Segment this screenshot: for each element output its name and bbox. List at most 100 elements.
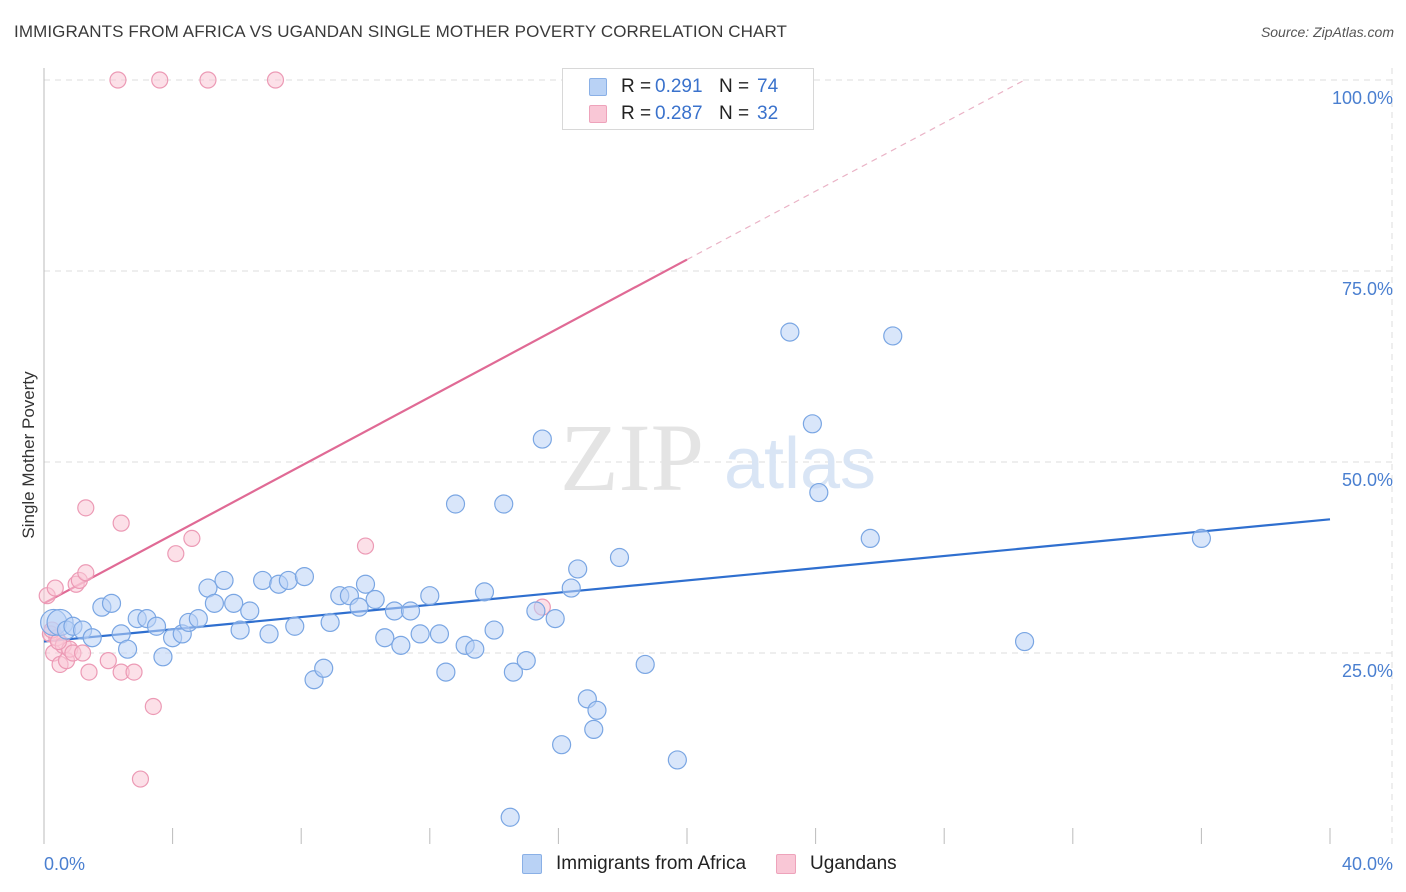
data-point-africa [420, 586, 440, 606]
data-point-ugandans [109, 71, 127, 89]
data-point-africa [500, 807, 520, 827]
r-label: R = [621, 76, 652, 97]
data-point-africa [117, 639, 138, 659]
data-point-africa [349, 597, 369, 617]
r-label: R = [621, 103, 652, 124]
legend-item-ugandans[interactable]: Ugandans [776, 853, 897, 875]
tick-labels: 25.0% 50.0% 75.0% 100.0% 0.0% 40.0% [44, 88, 1393, 874]
ugandans-swatch [589, 105, 607, 123]
y-tick-label: 25.0% [1342, 661, 1393, 681]
data-point-africa [410, 624, 430, 644]
legend-item-africa[interactable]: Immigrants from Africa [522, 853, 746, 875]
data-point-africa [204, 593, 224, 613]
data-point-africa [365, 589, 385, 610]
data-point-ugandans [131, 770, 150, 788]
data-point-ugandans [125, 663, 143, 681]
data-point-africa [552, 735, 572, 755]
data-point-ugandans [183, 529, 201, 548]
trend-line-africa [43, 518, 1331, 643]
data-point-africa [384, 601, 405, 621]
data-point-africa [400, 601, 421, 621]
data-point-africa [503, 662, 523, 682]
r-value: 0.291 [655, 76, 703, 97]
data-point-ugandans [167, 545, 185, 563]
data-point-africa [532, 429, 552, 449]
data-point-africa [584, 719, 604, 740]
data-point-africa [635, 654, 655, 675]
watermark-atlas: atlas [724, 424, 876, 504]
watermark: ZIP atlas [560, 404, 876, 511]
x-tick-label: 0.0% [44, 854, 85, 874]
series-immigrants-from-africa [40, 322, 1212, 827]
series-ugandans [38, 71, 551, 788]
ugandans-swatch [776, 854, 797, 874]
n-value: 74 [757, 76, 779, 97]
n-value: 32 [757, 103, 779, 124]
data-point-africa [802, 414, 822, 434]
legend-label: Immigrants from Africa [556, 853, 747, 874]
watermark-zip: ZIP [560, 404, 704, 511]
data-point-ugandans [80, 663, 98, 681]
data-point-ugandans [151, 71, 169, 89]
trend-line-ugandans [43, 258, 688, 605]
trend-line-ugandans-extension [686, 79, 1025, 261]
r-value: 0.287 [655, 103, 703, 124]
data-point-africa [278, 570, 298, 591]
data-point-africa [153, 647, 173, 667]
data-point-africa [809, 482, 829, 503]
data-point-africa [391, 635, 411, 655]
data-point-africa [860, 528, 880, 549]
data-point-africa [230, 620, 250, 640]
data-point-africa [526, 601, 546, 621]
data-point-africa [240, 601, 260, 621]
source-credit: Source: ZipAtlas.com [1260, 24, 1394, 40]
trend-lines [43, 79, 1331, 643]
data-point-africa [355, 574, 376, 594]
data-point-africa [214, 570, 234, 591]
data-point-africa [259, 624, 279, 644]
data-point-africa [285, 616, 305, 636]
series-legend: Immigrants from Africa Ugandans [522, 852, 927, 876]
data-point-africa [545, 609, 565, 629]
data-point-africa [609, 547, 630, 568]
data-point-africa [561, 578, 581, 598]
axes [43, 68, 1331, 844]
data-point-africa [375, 628, 395, 648]
data-point-africa [568, 559, 588, 579]
y-tick-label: 75.0% [1342, 279, 1393, 299]
data-point-africa [494, 494, 514, 514]
y-tick-label: 50.0% [1342, 470, 1393, 490]
data-point-ugandans [46, 579, 64, 597]
legend-label: Ugandans [810, 853, 897, 874]
n-label: N = [719, 76, 750, 97]
data-point-ugandans [144, 697, 162, 716]
data-point-africa [314, 658, 334, 678]
data-point-africa [101, 593, 122, 613]
data-point-africa [429, 624, 450, 644]
correlation-legend: R = 0.291 N = 74 R = 0.287 N = 32 [562, 68, 814, 130]
chart-title: IMMIGRANTS FROM AFRICA VS UGANDAN SINGLE… [14, 22, 788, 41]
africa-swatch [589, 78, 607, 96]
y-tick-label: 100.0% [1332, 88, 1393, 108]
data-point-africa [188, 609, 208, 629]
data-point-africa [883, 326, 903, 346]
data-point-africa [82, 628, 102, 648]
legend-row-ugandans: R = 0.287 N = 32 [589, 103, 778, 125]
africa-swatch [522, 854, 542, 874]
data-point-ugandans [356, 537, 375, 555]
data-point-africa [224, 593, 244, 613]
data-point-africa [294, 566, 315, 587]
data-point-africa [253, 570, 273, 591]
data-point-ugandans [266, 71, 285, 89]
data-point-africa [320, 612, 340, 633]
data-point-ugandans [77, 499, 95, 517]
data-point-africa [484, 620, 504, 640]
data-point-africa [445, 494, 466, 514]
data-point-ugandans [99, 652, 117, 670]
data-point-africa [474, 582, 495, 602]
data-point-africa [587, 700, 607, 720]
data-point-ugandans [199, 71, 217, 89]
data-point-africa [436, 662, 456, 682]
data-point-africa [1191, 528, 1212, 549]
